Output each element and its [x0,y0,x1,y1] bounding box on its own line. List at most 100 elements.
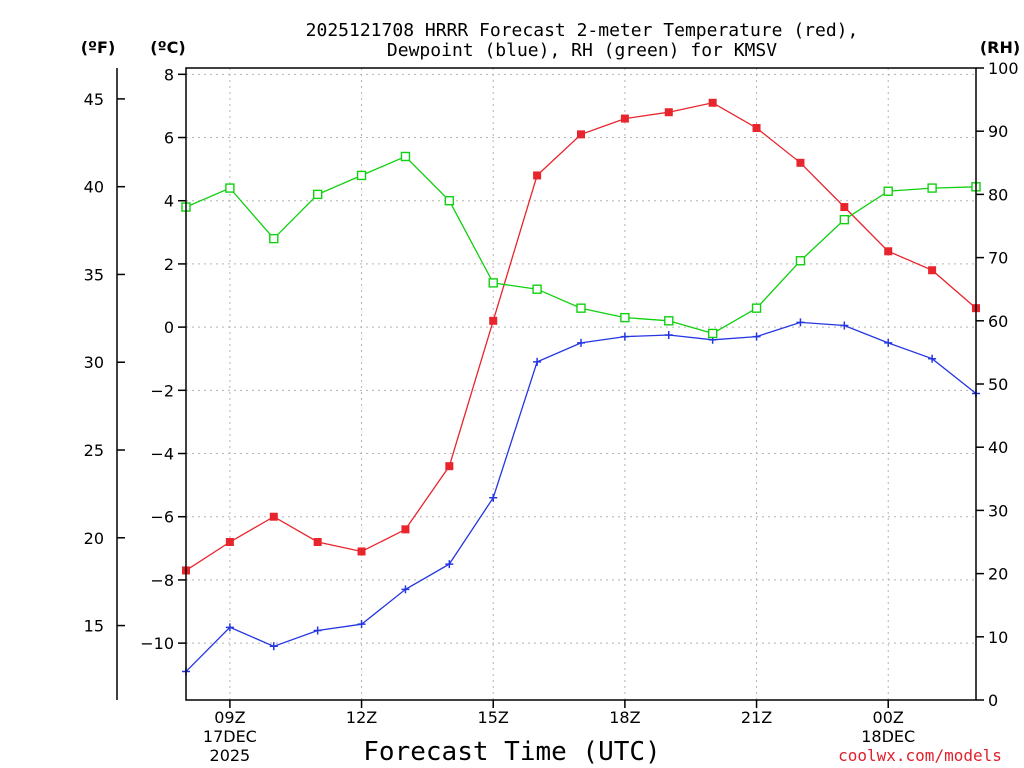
dewpoint-point-13 [752,332,761,341]
dewpoint-point-5 [401,585,410,594]
x-tick-label-3: 18Z [609,708,640,727]
rh-point-3 [312,189,323,200]
c-tick-label-5: 0 [164,318,174,337]
dewpoint-point-7 [489,493,498,502]
rh-point-2 [269,233,279,244]
x-tick-label-2: 15Z [478,708,509,727]
c-tick-label-4: −2 [150,381,174,400]
temperature-point-1 [225,538,234,546]
temperature-point-15 [840,203,849,212]
dewpoint-point-4 [357,620,366,629]
x-axis-label: Forecast Time (UTC) [363,737,660,767]
c-tick-label-6: 2 [164,255,174,274]
celsius-axis: −10 −8 −6 −4 −2 0 2 4 6 8 [140,65,186,653]
temperature-point-9 [577,130,585,139]
unit-fahrenheit-label: (ºF) [81,38,116,57]
rh-tick-label-8: 80 [988,185,1008,204]
x-tick-date-5: 18DEC [861,727,915,746]
f-tick-label-1: 20 [84,529,104,548]
rh-axis: 0 10 20 30 40 50 60 70 80 90 100 [976,59,1019,710]
series-layer [181,98,981,676]
temperature-point-4 [357,547,366,556]
fahrenheit-axis: 15 20 25 30 35 40 45 [84,90,125,636]
f-tick-label-5: 40 [84,178,104,197]
f-tick-label-3: 30 [84,353,104,372]
dewpoint-point-9 [577,338,585,347]
chart-title-line1: 2025121708 HRRR Forecast 2-meter Tempera… [306,20,859,41]
rh-point-8 [532,284,542,294]
temperature-point-3 [313,538,322,546]
f-tick-label-6: 45 [84,90,104,109]
rh-point-16 [883,186,893,196]
rh-point-15 [839,214,850,225]
dewpoint-point-8 [533,357,542,366]
x-tick-date-0: 17DEC [203,727,257,746]
c-tick-label-9: 8 [164,65,174,84]
rh-point-7 [488,278,498,288]
dewpoint-point-11 [664,331,673,340]
chart-title-line2: Dewpoint (blue), RH (green) for KMSV [387,40,777,61]
x-tick-year-0: 2025 [210,746,251,765]
rh-point-14 [795,256,806,266]
rh-tick-label-2: 20 [988,565,1008,584]
temperature-point-6 [445,462,454,471]
dewpoint-point-1 [225,623,234,632]
rh-point-1 [225,183,235,193]
rh-point-9 [576,303,586,313]
rh-tick-label-10: 100 [988,59,1019,78]
temperature-point-8 [533,171,542,180]
f-tick-label-4: 35 [84,265,104,284]
rh-tick-label-0: 0 [988,691,998,710]
temperature-point-11 [664,108,673,117]
f-tick-label-2: 25 [84,441,104,460]
rh-tick-label-7: 70 [988,249,1008,268]
dewpoint-line [185,321,977,673]
c-tick-label-1: −8 [150,571,174,590]
c-tick-label-7: 4 [164,192,174,211]
x-tick-label-4: 21Z [741,708,772,727]
temperature-point-17 [928,266,937,275]
dewpoint-point-17 [928,354,937,363]
temperature-point-13 [752,124,761,133]
temperature-point-5 [401,525,410,534]
temperature-point-16 [884,247,893,256]
dewpoint-point-16 [884,338,893,347]
temperature-line [185,102,977,571]
rh-tick-label-1: 10 [988,628,1008,647]
dewpoint-point-10 [620,332,629,341]
c-tick-label-8: 6 [164,129,174,148]
plot-frame [185,67,977,701]
x-tick-label-5: 00Z [873,708,904,727]
credit-label: coolwx.com/models [838,746,1002,765]
x-tick-label-0: 09Z [214,708,245,727]
rh-point-12 [707,328,718,339]
rh-point-13 [751,303,762,313]
temperature-point-10 [620,114,629,123]
rh-point-11 [664,316,674,326]
temperature-point-14 [796,158,805,167]
rh-point-5 [400,151,411,162]
dewpoint-point-3 [313,626,322,635]
f-tick-label-0: 15 [84,617,104,636]
rh-point-6 [444,196,455,206]
grid-lines [186,68,976,700]
temperature-point-12 [708,98,717,107]
unit-rh-label: (RH) [980,38,1020,57]
temperature-point-7 [489,316,498,325]
unit-celsius-label: (ºC) [150,38,185,57]
x-tick-label-1: 12Z [346,708,377,727]
temperature-point-2 [269,512,278,521]
rh-tick-label-9: 90 [988,122,1008,141]
rh-tick-label-3: 30 [988,501,1008,520]
rh-tick-label-4: 40 [988,438,1008,457]
dewpoint-point-6 [445,560,454,569]
rh-tick-label-5: 50 [988,375,1008,394]
rh-point-17 [927,183,937,193]
dewpoint-point-15 [840,321,849,330]
c-tick-label-2: −6 [150,508,174,527]
dewpoint-point-2 [269,642,278,651]
c-tick-label-3: −4 [150,445,174,464]
c-tick-label-0: −10 [140,634,174,653]
